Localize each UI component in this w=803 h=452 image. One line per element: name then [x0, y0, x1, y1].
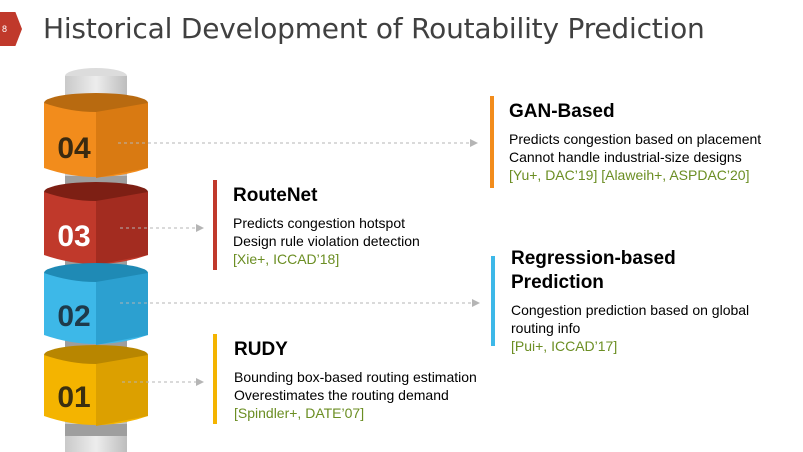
slide-number: 8 — [2, 24, 8, 34]
tower-label-03: 03 — [57, 220, 90, 253]
gan-based-item: GAN-Based Predicts congestion based on p… — [509, 100, 761, 184]
tower-label-01: 01 — [57, 381, 90, 414]
rudy-accent-bar — [213, 334, 217, 424]
routenet-reference: [Xie+, ICCAD’18] — [233, 251, 340, 267]
rudy-title: RUDY — [234, 339, 288, 360]
slide-number-badge: 8 — [0, 12, 22, 46]
arrowhead-04 — [470, 139, 478, 147]
rudy-reference: [Spindler+, DATE’07] — [234, 405, 365, 421]
tower-label-02: 02 — [57, 300, 90, 333]
gan-accent-bar — [490, 96, 494, 188]
gan-line-2: Cannot handle industrial-size designs — [509, 149, 742, 165]
regression-accent-bar — [491, 256, 495, 346]
routenet-item: RouteNet Predicts congestion hotspot Des… — [233, 184, 420, 268]
routenet-line-2: Design rule violation detection — [233, 233, 420, 249]
gan-reference: [Yu+, DAC’19] [Alaweih+, ASPDAC’20] — [509, 167, 750, 183]
tower-label-04: 04 — [57, 132, 91, 165]
rudy-line-2: Overestimates the routing demand — [234, 387, 449, 403]
gan-title: GAN-Based — [509, 101, 615, 122]
arrowhead-02 — [472, 299, 480, 307]
tower-block-03: 03 — [44, 182, 148, 265]
regression-line-1: Congestion prediction based on global — [511, 302, 750, 318]
routenet-accent-bar — [213, 180, 217, 270]
tower-block-04: 04 — [44, 93, 148, 178]
routenet-line-1: Predicts congestion hotspot — [233, 215, 405, 231]
page-title: Historical Development of Routability Pr… — [43, 12, 705, 45]
gan-line-1: Predicts congestion based on placement — [509, 131, 762, 147]
regression-title-line-1: Regression-based — [511, 248, 676, 269]
regression-reference: [Pui+, ICCAD’17] — [511, 338, 618, 354]
routenet-title: RouteNet — [233, 185, 318, 206]
arrowhead-01 — [196, 378, 204, 386]
arrowhead-03 — [196, 224, 204, 232]
regression-item: Regression-based Prediction Congestion p… — [511, 247, 749, 355]
rudy-line-1: Bounding box-based routing estimation — [234, 369, 477, 385]
tower-block-01: 01 — [44, 345, 148, 426]
regression-line-2: routing info — [511, 320, 581, 336]
regression-title-line-2: Prediction — [511, 272, 604, 293]
tower-block-02: 02 — [44, 263, 148, 345]
rudy-item: RUDY Bounding box-based routing estimati… — [234, 338, 477, 422]
